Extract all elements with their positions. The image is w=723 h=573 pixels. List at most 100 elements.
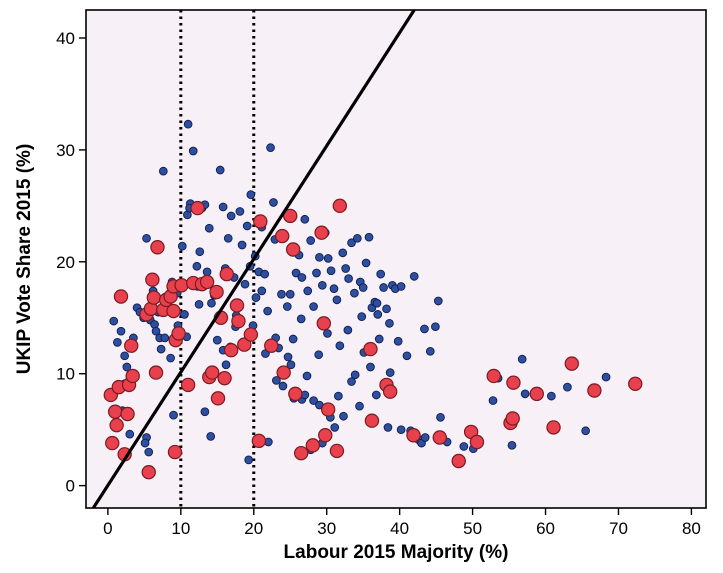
data-point-small [286,360,296,370]
data-point-small [520,389,530,399]
x-tick-label: 40 [390,519,409,538]
data-point-large [329,443,345,459]
data-point-small [355,401,364,411]
data-point-small [488,396,498,405]
data-point-large [166,303,181,319]
data-point-small [372,298,382,308]
data-point-small [237,240,247,250]
data-point-small [396,282,406,291]
data-point-large [587,383,602,398]
data-point-small [339,411,348,421]
data-point-large [105,435,120,451]
data-point-small [366,362,375,372]
data-point-large [363,341,378,357]
data-point-small [266,143,275,152]
data-point-small [314,350,324,360]
data-point-large [406,428,421,443]
y-tick-label: 10 [56,365,75,384]
data-point-large [451,453,466,469]
data-point-small [329,284,339,294]
data-point-small [385,318,394,328]
data-point-large [285,242,301,257]
data-point-large [204,365,220,380]
data-point-small [352,233,362,243]
data-point-small [581,426,590,436]
y-tick-label: 0 [66,477,75,496]
data-point-large [432,430,447,445]
data-point-small [282,302,292,311]
data-point-small [166,353,175,363]
y-axis-title: UKIP Vote Share 2015 (%) [14,144,35,375]
data-point-large [320,402,336,417]
data-point-small [169,410,178,420]
data-point-small [317,280,327,290]
data-point-small [517,354,527,364]
x-tick-label: 30 [317,519,336,538]
data-point-large [251,433,267,449]
data-point-small [221,360,231,370]
data-point-small [431,322,440,332]
data-point-small [251,293,261,302]
data-point-small [344,274,353,283]
data-point-small [113,338,122,347]
data-point-small [215,165,225,175]
data-point-large [364,413,380,428]
data-point-small [326,266,336,276]
data-point-large [469,434,485,450]
data-point-large [332,198,348,214]
data-point-small [303,286,313,296]
data-point-small [459,442,469,451]
data-point-small [192,261,202,271]
data-point-large [113,289,129,304]
data-point-small [315,252,324,262]
data-point-small [335,341,345,351]
data-point-small [244,455,254,465]
data-point-small [309,396,318,405]
data-point-small [272,376,281,385]
data-point-small [200,407,210,417]
data-point-small [436,413,445,422]
data-point-large [199,274,215,290]
data-point-large [305,438,321,453]
data-point-small [371,390,381,400]
data-point-small [235,207,245,216]
data-point-small [601,372,611,382]
data-point-small [409,271,419,281]
data-point-large [275,228,290,244]
data-point-small [332,295,342,305]
data-point-small [396,425,406,435]
data-point-small [358,283,368,292]
data-point-small [350,370,360,380]
data-point-small [323,329,332,338]
data-point-small [288,334,298,344]
data-point-large [174,278,189,293]
data-point-large [210,391,226,406]
data-point-large [231,313,246,329]
data-point-small [309,302,318,311]
data-point-small [263,306,272,316]
data-point-large [209,284,224,300]
data-point-small [338,248,348,258]
data-point-small [283,352,293,362]
data-point-small [383,423,393,432]
data-point-large [145,272,160,287]
data-point-small [202,267,212,277]
data-point-small [177,241,187,251]
data-point-small [350,288,359,298]
data-point-large [486,368,501,384]
data-point-small [226,211,236,221]
data-point-large [124,338,139,353]
data-point-small [183,119,193,129]
data-point-small [125,429,135,439]
data-point-small [218,202,228,212]
data-point-small [246,190,256,200]
data-point-large [150,240,165,255]
y-tick-label: 40 [56,29,75,48]
data-point-small [285,289,295,299]
data-point-large [564,356,579,371]
data-point-large [506,375,521,390]
data-point-large [243,327,259,342]
data-point-small [144,447,154,457]
data-point-large [628,376,643,391]
data-point-small [240,279,250,289]
